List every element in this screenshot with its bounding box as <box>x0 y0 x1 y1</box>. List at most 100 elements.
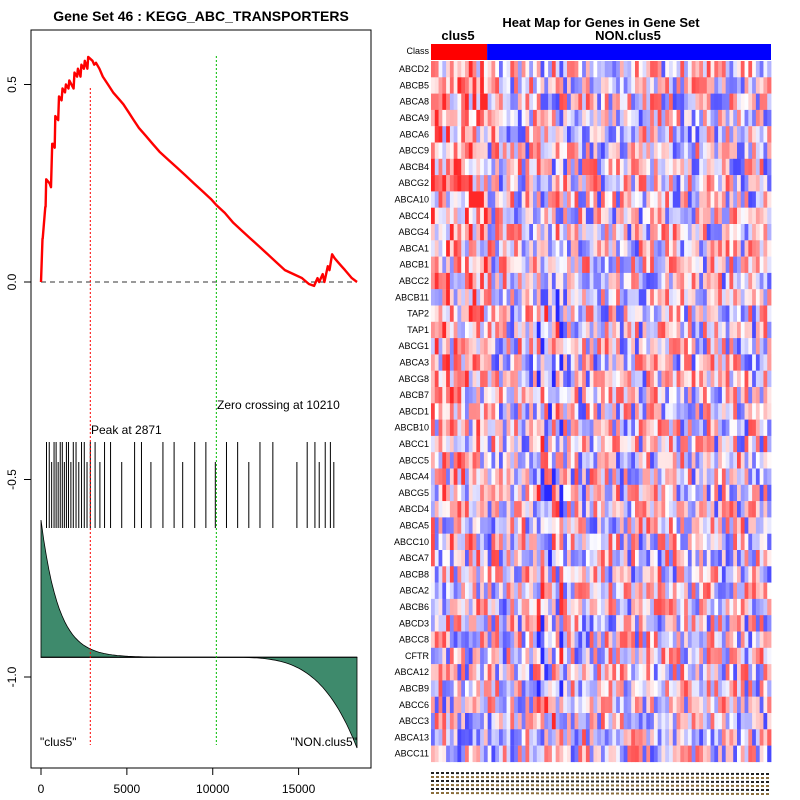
heatmap-cell <box>510 305 515 322</box>
heatmap-cell <box>740 387 745 404</box>
heatmap-cell <box>525 93 530 111</box>
heatmap-cell <box>729 224 734 241</box>
heatmap-cell <box>706 419 711 437</box>
heatmap-cell <box>465 175 470 192</box>
heatmap-cell <box>638 109 643 127</box>
heatmap-cell <box>536 109 541 127</box>
heatmap-cell <box>691 566 696 583</box>
heatmap-cell <box>725 354 730 371</box>
heatmap-cell <box>710 745 715 763</box>
heatmap-cell <box>555 566 560 583</box>
heatmap-cell <box>619 713 625 730</box>
heatmap-cell <box>718 321 723 339</box>
heatmap-cell <box>502 272 507 290</box>
heatmap-cell <box>483 61 489 78</box>
heatmap-cell <box>699 256 704 274</box>
heatmap-cell <box>529 61 534 78</box>
heatmap-cell <box>763 713 768 730</box>
heatmap-cell <box>676 305 681 322</box>
heatmap-cell <box>499 93 504 111</box>
heatmap-cell <box>767 387 772 404</box>
heatmap-cell <box>676 517 681 534</box>
heatmap-cell <box>548 435 553 453</box>
heatmap-cell <box>476 729 481 746</box>
heatmap-cell <box>714 354 719 371</box>
heatmap-cell <box>755 338 761 355</box>
heatmap-cell <box>635 550 640 567</box>
heatmap-cell <box>446 158 451 176</box>
heatmap-cell <box>748 435 753 453</box>
heatmap-cell <box>544 256 549 274</box>
heatmap-cell <box>529 240 534 257</box>
heatmap-cell <box>563 175 568 192</box>
heatmap-cell <box>631 142 636 159</box>
heatmap-cell <box>612 158 617 176</box>
heatmap-cell <box>650 729 655 746</box>
heatmap-cell <box>612 435 617 453</box>
heatmap-cell <box>521 664 526 681</box>
heatmap-cell <box>431 713 436 730</box>
heatmap-cell <box>472 713 477 730</box>
heatmap-cell <box>510 452 515 469</box>
heatmap-cell <box>472 191 477 208</box>
heatmap-cell <box>627 321 632 339</box>
heatmap-cell <box>525 256 530 274</box>
heatmap-cell <box>544 272 549 290</box>
heatmap-cell <box>759 305 764 322</box>
heatmap-cell <box>653 321 659 339</box>
heatmap-cell <box>476 224 481 241</box>
heatmap-cell <box>684 696 689 714</box>
heatmap-cell <box>495 387 500 404</box>
heatmap-cell <box>616 338 621 355</box>
heatmap-cell <box>612 501 617 518</box>
heatmap-cell <box>446 109 451 127</box>
heatmap-cell <box>533 175 538 192</box>
heatmap-cell <box>589 452 594 469</box>
heatmap-cell <box>706 289 711 306</box>
heatmap-cell <box>446 582 451 600</box>
heatmap-cell <box>627 240 632 257</box>
heatmap-cell <box>472 435 477 453</box>
heatmap-cell <box>718 142 723 159</box>
heatmap-cell <box>657 61 662 78</box>
heatmap-cell <box>551 256 557 274</box>
heatmap-cell <box>563 321 568 339</box>
heatmap-cell <box>669 566 674 583</box>
heatmap-cell <box>597 647 602 665</box>
heatmap-cell <box>699 142 704 159</box>
heatmap-cell <box>763 191 768 208</box>
heatmap-cell <box>650 305 655 322</box>
heatmap-cell <box>578 696 583 714</box>
heatmap-cell <box>687 175 693 192</box>
heatmap-cell <box>714 109 719 127</box>
heatmap-cell <box>548 272 553 290</box>
heatmap-cell <box>627 631 632 648</box>
heatmap-cell <box>623 370 628 388</box>
heatmap-cell <box>502 647 507 665</box>
heatmap-cell <box>449 109 455 127</box>
heatmap-cell <box>578 452 583 469</box>
heatmap-cell <box>487 419 492 437</box>
heatmap-cell <box>737 403 742 420</box>
heatmap-cell <box>710 354 715 371</box>
heatmap-cell <box>555 305 560 322</box>
heatmap-cell <box>449 533 455 551</box>
heatmap-cell <box>653 713 659 730</box>
heatmap-cell <box>438 142 443 159</box>
heatmap-cell <box>585 452 591 469</box>
heatmap-cell <box>465 191 470 208</box>
heatmap-cell <box>570 93 575 111</box>
heatmap-cell <box>608 289 613 306</box>
heatmap-cell <box>570 272 575 290</box>
heatmap-cell <box>544 696 549 714</box>
heatmap-cell <box>612 517 617 534</box>
heatmap-cell <box>540 93 545 111</box>
heatmap-cell <box>593 191 598 208</box>
heatmap-cell <box>536 77 541 94</box>
heatmap-cell <box>480 615 485 632</box>
gene-label: ABCA1 <box>399 243 429 253</box>
heatmap-cell <box>483 338 489 355</box>
heatmap-cell <box>759 109 764 127</box>
heatmap-cell <box>551 142 557 159</box>
heatmap-cell <box>657 158 662 176</box>
